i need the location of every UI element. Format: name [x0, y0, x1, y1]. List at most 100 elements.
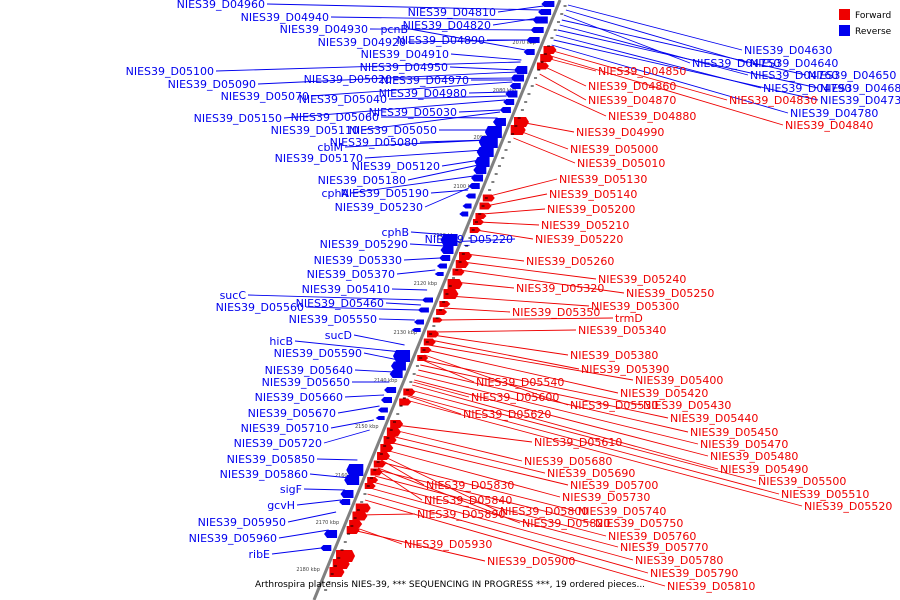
leader-line: [449, 66, 518, 71]
gene-label-nies39-d05200: NIES39_D05200: [547, 203, 635, 216]
gene-label-nies39-d04680: NIES39_D04680: [820, 82, 900, 95]
gene-label-nies39-d05600: NIES39_D05600: [471, 391, 559, 404]
reverse-gene-arrow: [468, 183, 480, 189]
gene-label-nies39-d05010: NIES39_D05010: [577, 157, 665, 170]
leader-line: [492, 17, 539, 26]
leader-line: [344, 139, 489, 148]
leader-line: [385, 302, 421, 306]
leader-line: [430, 189, 469, 194]
reverse-gene-arrow: [471, 174, 484, 182]
gene-label-nies39-d05470: NIES39_D05470: [700, 438, 788, 451]
leader-line: [475, 229, 534, 240]
forward-gene-arrow: [479, 202, 492, 210]
leader-line: [380, 461, 577, 512]
gene-label-nies39-d05930: NIES39_D05930: [404, 538, 492, 551]
gene-label-nies39-d05260: NIES39_D05260: [526, 255, 614, 268]
reverse-gene-arrow: [417, 307, 429, 313]
gene-label-nies39-d05500: NIES39_D05500: [758, 475, 846, 488]
forward-gene-arrow: [536, 62, 549, 70]
leader-line: [330, 419, 374, 429]
reverse-gene-arrow: [339, 499, 351, 505]
forward-gene-arrow: [380, 444, 394, 452]
gene-label-nies39-d04950: NIES39_D04950: [360, 61, 448, 74]
tick-label: 2140 kbp: [374, 378, 398, 384]
tick-label: 2130 kbp: [393, 330, 417, 336]
leader-line: [422, 359, 642, 406]
forward-gene-arrow: [367, 477, 379, 483]
gene-label-nies39-d05450: NIES39_D05450: [690, 426, 778, 439]
reverse-gene-arrow: [476, 147, 494, 157]
leader-line: [364, 149, 485, 159]
gene-label-nies39-d05670: NIES39_D05670: [248, 407, 336, 420]
gene-label-nies39-d05320: NIES39_D05320: [516, 282, 604, 295]
leader-line: [374, 475, 607, 537]
forward-gene-arrow: [386, 427, 401, 437]
forward-gene-arrow: [459, 252, 473, 260]
forward-gene-arrow: [543, 46, 557, 54]
reverse-gene-arrow: [478, 136, 498, 148]
leader-line: [410, 231, 450, 236]
gene-label-nies39-d04920: NIES39_D04920: [318, 36, 406, 49]
leader-line: [535, 83, 607, 117]
forward-gene-arrow: [443, 289, 459, 299]
leader-line: [432, 334, 569, 356]
gene-label-nies39-d05740: NIES39_D05740: [578, 505, 666, 518]
gene-label-nies39-d05030: NIES39_D05030: [369, 106, 457, 119]
gene-label-nies39-d05480: NIES39_D05480: [710, 450, 798, 463]
leader-line: [287, 511, 337, 523]
gene-label-succ: sucC: [220, 289, 247, 302]
gene-label-nies39-d05730: NIES39_D05730: [562, 491, 650, 504]
leader-line: [565, 9, 749, 64]
leader-line: [377, 469, 594, 524]
leader-line: [352, 529, 486, 562]
reverse-gene-arrow: [377, 407, 388, 413]
gene-label-nies39-d05080: NIES39_D05080: [330, 136, 418, 149]
tick-label: 2120 kbp: [414, 281, 438, 287]
leader-line: [378, 318, 415, 321]
leader-line: [367, 493, 649, 574]
leader-line: [438, 317, 614, 321]
gene-label-nies39-d05070: NIES39_D05070: [221, 90, 309, 103]
leader-line: [316, 458, 358, 461]
forward-gene-arrow: [352, 511, 368, 521]
leader-line: [513, 137, 576, 164]
leader-line: [542, 65, 587, 87]
gene-label-nies39-d05710: NIES39_D05710: [241, 422, 329, 435]
gene-label-pcnb: pcnB: [380, 23, 408, 36]
gene-label-nies39-d05530: NIES39_D05530: [570, 399, 658, 412]
leader-line: [441, 159, 481, 167]
forward-gene-arrow: [469, 227, 481, 233]
tick-label: 2170 kbp: [316, 520, 340, 526]
forward-gene-arrow: [540, 54, 554, 62]
gene-label-nies39-d05290: NIES39_D05290: [320, 238, 408, 251]
gene-label-nies39-d05620: NIES39_D05620: [463, 408, 551, 421]
leader-line: [465, 253, 525, 262]
leader-line: [468, 91, 509, 94]
leader-line: [393, 77, 515, 80]
leader-line: [257, 71, 517, 85]
reverse-gene-arrow: [375, 416, 385, 420]
leader-line: [303, 488, 346, 491]
leader-line: [353, 334, 405, 346]
leader-line: [296, 499, 342, 506]
gene-label-nies39-d04760: NIES39_D04760: [750, 69, 838, 82]
reverse-gene-arrow: [509, 83, 521, 89]
reverse-gene-arrow: [465, 193, 476, 199]
leader-line: [358, 513, 416, 516]
reverse-gene-arrow: [440, 246, 454, 254]
forward-gene-arrow: [332, 559, 350, 569]
gene-label-nies39-d05850: NIES39_D05850: [227, 453, 315, 466]
forward-gene-arrow: [346, 526, 360, 534]
gene-label-nies39-d05380: NIES39_D05380: [570, 349, 658, 362]
reverse-gene-arrow: [393, 350, 411, 362]
leader-line: [354, 369, 394, 373]
legend-forward-label: Forward: [855, 11, 891, 21]
gene-label-nies39-d04960: NIES39_D04960: [177, 0, 265, 11]
forward-gene-arrow: [436, 309, 448, 315]
leader-line: [567, 4, 743, 51]
tick-label: 2180 kbp: [296, 567, 320, 573]
gene-label-nies39-d05560: NIES39_D05560: [216, 301, 304, 314]
gene-label-nies39-d05340: NIES39_D05340: [578, 324, 666, 337]
reverse-gene-arrow: [503, 99, 515, 105]
gene-label-cpha: cphA: [321, 187, 349, 200]
